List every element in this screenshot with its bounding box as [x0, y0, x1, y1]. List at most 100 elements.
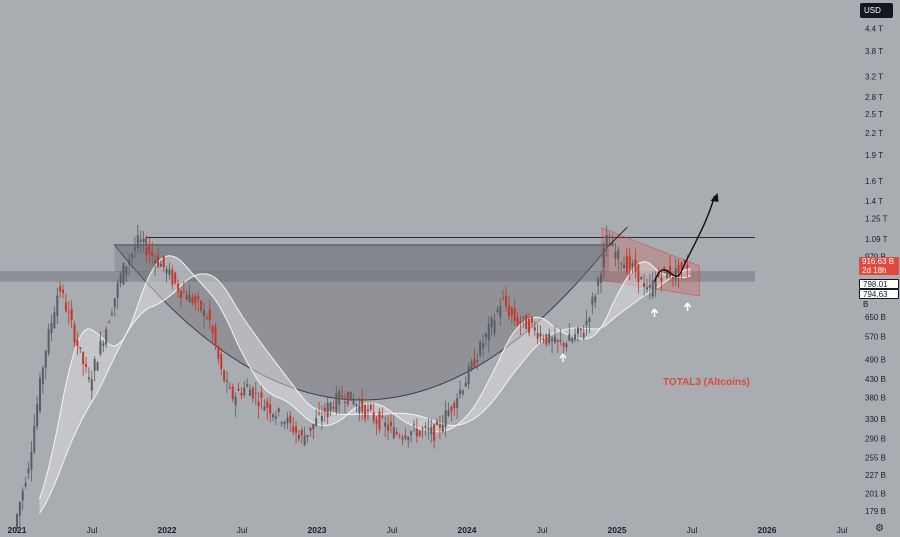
- y-tick-label: 1.09 T: [865, 235, 888, 244]
- candle-body: [99, 340, 102, 355]
- candle-body: [456, 398, 459, 408]
- candle-body: [312, 423, 315, 430]
- upper-zone: [114, 245, 610, 272]
- candle-body: [154, 260, 157, 264]
- candle-body: [139, 239, 142, 242]
- candle-body: [234, 396, 237, 406]
- candle-body: [384, 422, 387, 427]
- candle-body: [660, 277, 663, 282]
- y-tick-label: 330 B: [865, 415, 886, 424]
- candle-body: [39, 377, 42, 411]
- candle-body: [53, 312, 56, 329]
- candle-body: [223, 370, 226, 382]
- x-tick-label: Jul: [537, 525, 548, 535]
- candle-body: [93, 358, 96, 371]
- candle-body: [470, 361, 473, 371]
- candle-body: [631, 263, 634, 267]
- y-tick-label: 201 B: [865, 490, 886, 499]
- candle-body: [341, 395, 344, 397]
- candle-body: [493, 320, 496, 334]
- candle-body: [571, 338, 574, 342]
- gear-icon[interactable]: ⚙: [875, 523, 884, 534]
- candle-body: [430, 427, 433, 435]
- candle-body: [283, 421, 286, 425]
- candle-body: [174, 272, 177, 283]
- candle-body: [197, 295, 200, 300]
- candle-body: [441, 424, 444, 432]
- candle-body: [156, 255, 159, 267]
- candle-body: [565, 343, 568, 348]
- candle-body: [346, 391, 349, 405]
- candle-body: [303, 435, 306, 446]
- candle-body: [315, 418, 318, 426]
- candle-body: [47, 329, 50, 354]
- candle-body: [343, 401, 346, 403]
- candle-body: [329, 402, 332, 411]
- projection-arrowhead: [710, 192, 719, 202]
- candle-body: [410, 431, 413, 436]
- projection-arrow: [653, 195, 716, 283]
- candle-body: [680, 262, 683, 269]
- candle-body: [82, 352, 85, 365]
- candle-body: [507, 305, 510, 317]
- candle-body: [533, 327, 536, 331]
- candle-body: [133, 247, 136, 250]
- candle-body: [614, 252, 617, 259]
- candle-body: [67, 311, 70, 313]
- candle-body: [182, 291, 185, 293]
- candle-body: [76, 340, 79, 346]
- candle-body: [355, 404, 358, 407]
- candle-body: [85, 363, 88, 367]
- candle-body: [220, 354, 223, 369]
- candle-body: [289, 415, 292, 423]
- candle-body: [211, 325, 214, 334]
- x-tick-label: 2025: [608, 525, 627, 535]
- candle-body: [669, 266, 672, 277]
- candle-body: [240, 393, 243, 396]
- candle-body: [576, 327, 579, 335]
- candle-body: [582, 332, 585, 339]
- candle-body: [436, 421, 438, 425]
- y-tick-label: 3.8 T: [865, 47, 883, 56]
- candle-body: [318, 412, 321, 414]
- candle-body: [21, 490, 24, 501]
- candle-body: [499, 305, 502, 318]
- candle-body: [297, 434, 300, 440]
- candle-body: [553, 336, 556, 343]
- candle-body: [366, 409, 369, 412]
- x-tick-label: Jul: [87, 525, 98, 535]
- candle-body: [671, 276, 674, 279]
- y-tick-label: 255 B: [865, 454, 886, 463]
- candle-body: [459, 389, 462, 395]
- candle-body: [404, 435, 407, 439]
- candle-body: [243, 387, 246, 395]
- candle-body: [125, 266, 128, 275]
- candle-body: [64, 302, 67, 312]
- candle-body: [375, 419, 378, 424]
- candle-body: [476, 360, 479, 362]
- candle-body: [309, 427, 312, 431]
- candle-body: [128, 259, 131, 265]
- candle-body: [352, 400, 355, 405]
- candle-body: [542, 338, 545, 341]
- candle-body: [165, 268, 168, 274]
- candle-body: [418, 431, 421, 436]
- candle-body: [487, 323, 490, 341]
- candle-body: [214, 326, 217, 346]
- candle-body: [674, 268, 677, 279]
- candle-body: [320, 415, 323, 422]
- candle-body: [145, 246, 148, 256]
- y-tick-label: 430 B: [865, 375, 886, 384]
- candle-body: [148, 246, 151, 254]
- candle-body: [292, 426, 295, 433]
- candle-body: [16, 514, 18, 529]
- candle-body: [479, 342, 482, 356]
- candle-body: [372, 412, 375, 421]
- candle-body: [539, 333, 542, 337]
- candle-body: [105, 329, 108, 345]
- x-tick-label: Jul: [687, 525, 698, 535]
- candle-body: [323, 407, 326, 413]
- currency-button[interactable]: USD: [860, 3, 893, 18]
- x-tick-label: 2021: [8, 525, 27, 535]
